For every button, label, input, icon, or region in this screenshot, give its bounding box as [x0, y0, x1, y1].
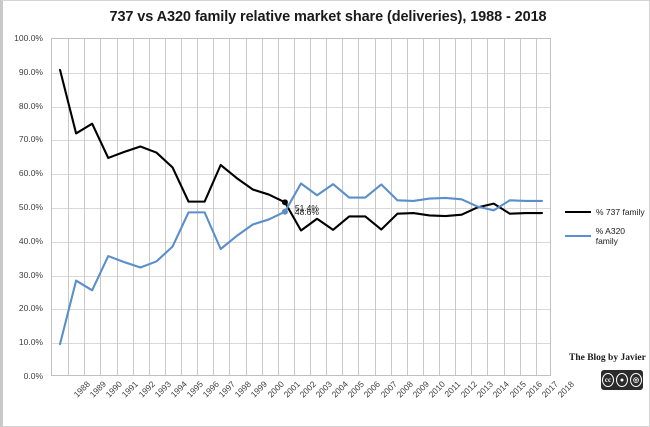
- series-lines: [52, 39, 550, 375]
- cc-by-icon: ●: [616, 373, 628, 387]
- cc-icon: cc: [602, 373, 614, 387]
- gridline-vertical: [471, 39, 473, 375]
- gridline-vertical: [406, 39, 408, 375]
- y-axis-tick-label: 60.0%: [18, 168, 43, 179]
- gridline-vertical: [181, 39, 183, 375]
- gridline-vertical: [342, 39, 344, 375]
- gridline-vertical: [132, 39, 134, 375]
- x-axis-tick-label: 2006: [361, 379, 383, 400]
- legend-swatch-737: [565, 211, 591, 213]
- x-axis-tick-label: 2007: [378, 379, 399, 400]
- x-axis-tick-label: 2000: [265, 379, 286, 400]
- gridline-vertical: [100, 39, 102, 375]
- gridline-horizontal: [52, 241, 550, 243]
- gridline-vertical: [148, 39, 150, 375]
- series-line-737: [60, 70, 542, 231]
- series-line-a320: [60, 183, 542, 344]
- gridline-vertical: [422, 39, 424, 375]
- gridline-vertical: [116, 39, 118, 375]
- data-label-51.4: 51.4%: [294, 202, 319, 213]
- y-axis-tick-label: 0.0%: [23, 371, 43, 381]
- legend-label-737: % 737 family: [596, 207, 645, 217]
- gridline-vertical: [519, 39, 521, 375]
- gridline-vertical: [229, 39, 231, 375]
- gridline-vertical: [390, 39, 392, 375]
- chart-title: 737 vs A320 family relative market share…: [109, 9, 547, 25]
- y-axis-tick-label: 10.0%: [18, 337, 43, 348]
- gridline-vertical: [68, 39, 70, 375]
- data-point-marker: [281, 208, 288, 215]
- y-axis-tick-label: 80.0%: [18, 100, 43, 111]
- gridline-horizontal: [52, 72, 550, 74]
- gridline-vertical: [245, 39, 247, 375]
- gridline-vertical: [84, 39, 86, 375]
- gridline-vertical: [164, 39, 166, 375]
- gridline-horizontal: [52, 275, 550, 277]
- y-axis: 100.0% 90.0% 80.0% 70.0% 60.0% 50.0% 40.0% 30.0…: [3, 33, 47, 381]
- y-axis-tick-label: 100.0%: [14, 33, 43, 43]
- legend-label-a320: % A320 family: [595, 226, 626, 246]
- x-axis-tick-label: 2018: [555, 379, 576, 400]
- y-axis-tick-label: 90.0%: [18, 66, 43, 77]
- y-axis-tick-label: 20.0%: [18, 303, 43, 314]
- x-axis-tick-label: 2014: [490, 379, 512, 400]
- gridline-vertical: [535, 39, 537, 375]
- plot-area: [51, 38, 551, 376]
- gridline-horizontal: [52, 106, 550, 108]
- x-axis-tick-label: 2011: [442, 379, 463, 399]
- y-axis-tick-label: 30.0%: [18, 269, 43, 280]
- gridline-vertical: [326, 39, 328, 375]
- x-axis-tick-label: 2008: [394, 379, 415, 400]
- gridline-horizontal: [52, 309, 550, 311]
- creative-commons-badge-icon: cc ● ◎: [601, 370, 643, 390]
- x-axis-tick-label: 2015: [507, 379, 528, 400]
- legend-item-a320[interactable]: % A320 family: [565, 226, 649, 246]
- gridline-vertical: [358, 39, 360, 375]
- gridline-vertical: [261, 39, 263, 375]
- gridline-vertical: [293, 39, 295, 375]
- data-label-48.6: 48.6%: [294, 207, 319, 218]
- credit-text: The Blog by Javier: [569, 353, 646, 363]
- x-axis-tick-label: 1999: [249, 379, 270, 400]
- gridlines: [52, 39, 550, 375]
- gridline-horizontal: [52, 343, 550, 345]
- data-point-marker: [281, 199, 288, 206]
- x-axis: 1988 1989 1990 1991 1992 1993 1994 1995 1996 1997…: [51, 377, 576, 425]
- gridline-vertical: [197, 39, 199, 375]
- gridline-horizontal: [52, 208, 550, 209]
- y-axis-tick-label: 50.0%: [18, 202, 43, 212]
- x-axis-tick-label: 2001: [281, 379, 302, 400]
- gridline-vertical: [455, 39, 457, 375]
- gridline-vertical: [310, 39, 312, 375]
- gridline-vertical: [374, 39, 376, 375]
- y-axis-tick-label: 70.0%: [18, 134, 43, 145]
- gridline-horizontal: [52, 140, 550, 142]
- x-axis-tick-label: 1992: [136, 379, 157, 400]
- gridline-vertical: [439, 39, 441, 375]
- gridline-vertical: [487, 39, 489, 375]
- cc-sa-icon: ◎: [630, 373, 642, 387]
- x-axis-tick-label: 1993: [152, 379, 173, 400]
- gridline-vertical: [503, 39, 505, 375]
- chart-legend: % 737 family % A320 family: [565, 207, 649, 255]
- legend-swatch-a320: [565, 235, 591, 237]
- y-axis-tick-label: 40.0%: [18, 235, 43, 246]
- gridline-vertical: [277, 39, 279, 375]
- gridline-vertical: [213, 39, 215, 375]
- x-axis-tick-label: 2016: [523, 379, 544, 400]
- x-axis-tick-label: 2009: [410, 379, 431, 400]
- gridline-horizontal: [52, 174, 550, 176]
- x-axis-tick-label: 1991: [119, 379, 141, 400]
- legend-item-737[interactable]: % 737 family: [565, 207, 649, 217]
